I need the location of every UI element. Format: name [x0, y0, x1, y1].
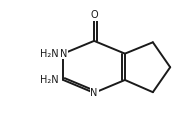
Text: H₂N: H₂N	[40, 75, 58, 85]
Text: O: O	[90, 10, 98, 20]
Text: N: N	[90, 88, 98, 98]
Text: N: N	[60, 49, 67, 59]
Text: H₂N: H₂N	[40, 49, 58, 59]
